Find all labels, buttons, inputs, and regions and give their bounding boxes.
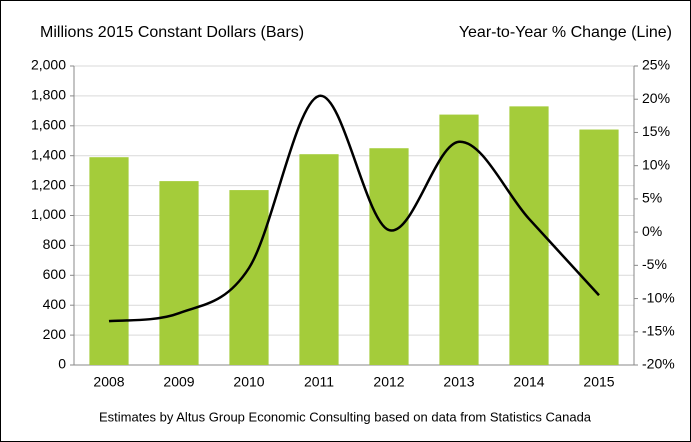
x-tick-label: 2011 <box>304 374 334 390</box>
bar <box>159 181 199 365</box>
y2-tick-label: 20% <box>642 90 670 106</box>
bar <box>439 114 479 366</box>
y-tick-label: 0 <box>58 356 66 372</box>
x-tick-label: 2013 <box>443 374 474 390</box>
y-tick-label: 200 <box>43 326 67 342</box>
bar <box>579 129 619 365</box>
y-tick-label: 1,800 <box>31 87 66 103</box>
y-tick-label: 1,200 <box>31 176 66 192</box>
y-tick-label: 800 <box>43 236 67 252</box>
x-tick-label: 2009 <box>163 374 194 390</box>
y-tick-label: 600 <box>43 266 67 282</box>
bar <box>89 157 129 365</box>
y-tick-label: 1,000 <box>31 206 66 222</box>
x-tick-label: 2015 <box>583 374 614 390</box>
y2-tick-label: 5% <box>642 190 662 206</box>
y2-tick-label: -20% <box>642 356 675 372</box>
y2-tick-label: -5% <box>642 256 667 272</box>
x-tick-label: 2012 <box>373 374 404 390</box>
y-tick-label: 2,000 <box>31 57 66 73</box>
x-tick-label: 2014 <box>513 374 544 390</box>
y2-tick-label: 15% <box>642 123 670 139</box>
y2-tick-label: -10% <box>642 289 675 305</box>
y-tick-label: 400 <box>43 296 67 312</box>
line <box>108 94 600 323</box>
bar <box>229 190 269 365</box>
y2-tick-label: 0% <box>642 223 662 239</box>
y2-tick-label: 10% <box>642 156 670 172</box>
bar <box>299 154 339 365</box>
bar <box>509 106 549 366</box>
y2-axis-label: Year-to-Year % Change (Line) <box>459 24 672 41</box>
y2-tick-label: 25% <box>642 57 670 73</box>
note: Estimates by Altus Group Economic Consul… <box>99 409 592 424</box>
bar <box>369 148 409 365</box>
x-tick-label: 2008 <box>93 374 124 390</box>
y-tick-label: 1,400 <box>31 146 66 162</box>
y2-tick-label: -15% <box>642 322 675 338</box>
x-tick-label: 2010 <box>233 374 264 390</box>
y-tick-label: 1,600 <box>31 117 66 133</box>
y-axis-label: Millions 2015 Constant Dollars (Bars) <box>40 24 304 41</box>
